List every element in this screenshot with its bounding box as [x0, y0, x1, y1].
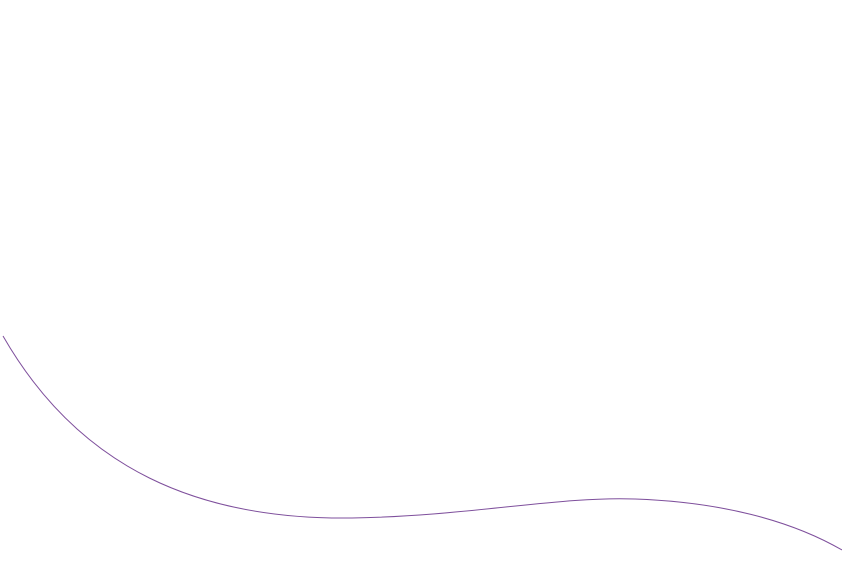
- wavy-curve-line: [2, 335, 842, 551]
